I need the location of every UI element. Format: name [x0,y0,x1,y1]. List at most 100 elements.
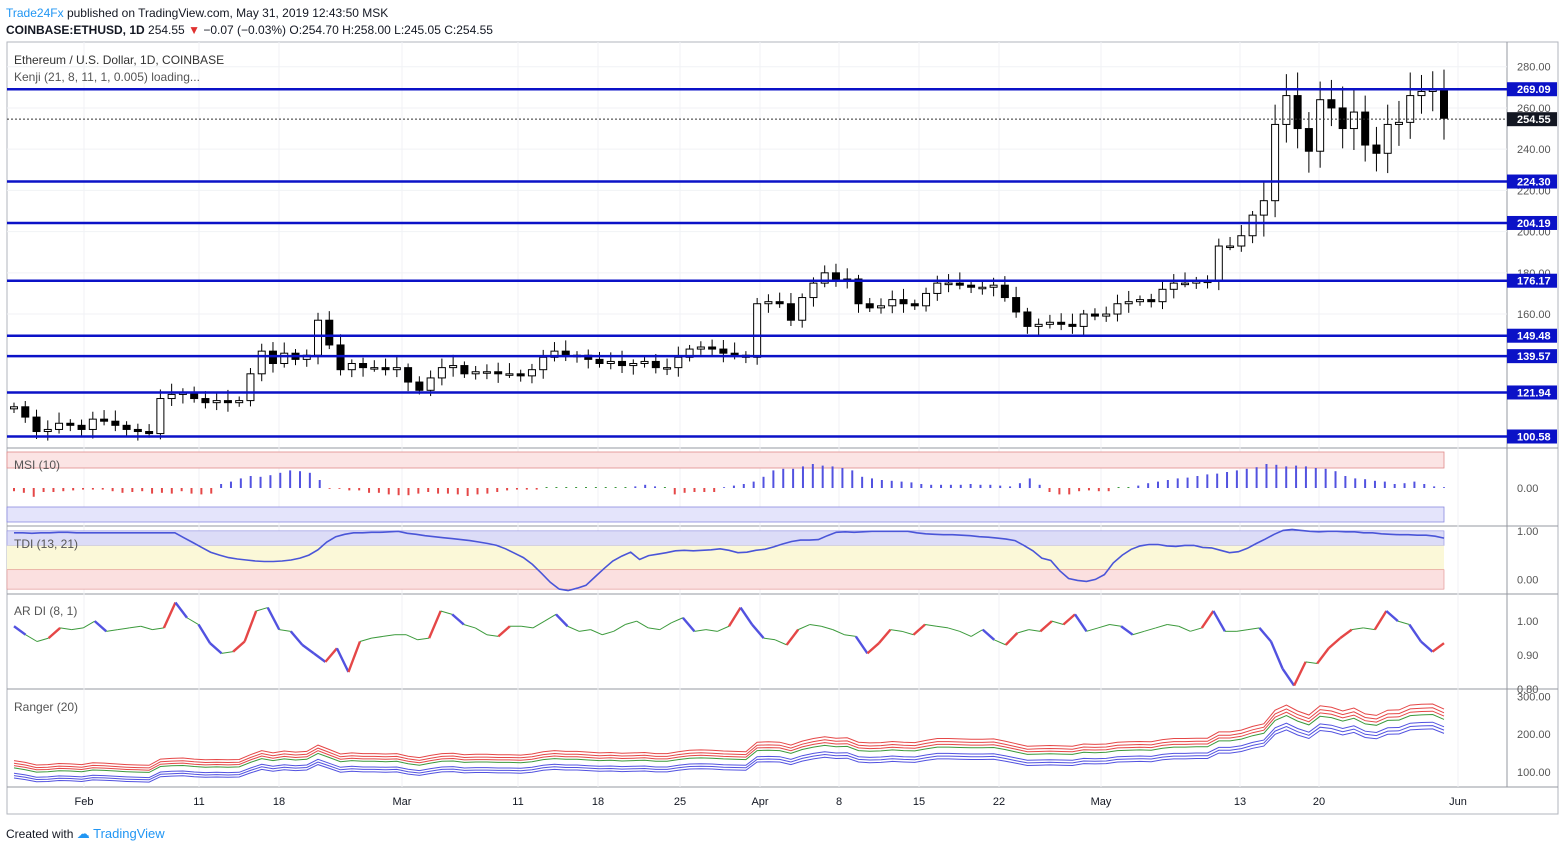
candle [539,349,548,379]
candle-body-up [426,377,435,391]
candle [212,391,221,411]
ardi-segment [475,627,488,636]
ardi-segment [717,625,730,632]
ardi-segment [579,629,591,632]
close-value: C:254.55 [444,23,493,37]
candle-body-down [1090,313,1099,317]
ardi-segment [1200,610,1215,629]
candle-body-up [505,373,514,376]
ardi-segment [1086,627,1099,632]
candle-body-up [933,282,942,294]
ardi-segment [1247,627,1260,631]
candle [1090,308,1099,321]
level-price-label: 139.57 [1517,351,1551,363]
ardi-segment [1190,627,1202,632]
candle-body-up [1226,245,1235,249]
candle-body-down [708,346,717,350]
candle [1338,86,1347,149]
ardi-segment [1363,627,1375,631]
x-tick-label: Jun [1449,796,1467,808]
author-link[interactable]: Trade24Fx [6,6,64,20]
candle [370,360,379,372]
footer: Created with ☁ TradingView [6,826,165,842]
candle [1079,309,1088,336]
ardi-segment [727,606,742,627]
candle [719,340,728,363]
ardi-segment [382,634,395,637]
tradingview-brand[interactable]: TradingView [93,826,165,841]
ardi-segment [93,620,108,633]
candle-body-down [415,381,424,391]
ardi-segment [854,635,869,655]
ardi-segment [1212,610,1226,632]
candle [775,292,784,308]
ardi-segment [174,601,188,619]
candle [347,359,356,378]
candle-body-up [1169,282,1178,290]
publish-line: Trade24Fx published on TradingView.com, … [6,6,388,20]
price-tick-label: 280.00 [1517,62,1551,74]
ranger-band-line [13,707,1445,769]
ardi-segment [359,637,372,642]
ardi-segment [1051,620,1064,626]
candle-body-up [235,400,244,404]
tradingview-logo[interactable]: ☁ TradingView [76,826,165,841]
candle-body-up [663,367,672,370]
ardi-segment [1073,613,1088,632]
candle [899,288,908,313]
x-tick-label: Mar [393,796,412,808]
ranger-band-line [13,721,1445,779]
ardi-segment [106,629,118,632]
candle-body-up [1417,90,1426,97]
candle-body-up [989,284,998,288]
last-price: 254.55 [148,23,185,37]
chart-title: Ethereum / U.S. Dollar, 1D, COINBASE [14,53,224,67]
ardi-segment [844,634,856,637]
level-price-label: 269.09 [1517,84,1551,96]
candle-body-up [1034,323,1043,327]
ardi-title: AR DI (8, 1) [14,604,77,618]
ardi-segment [47,627,61,640]
ardi-segment [1258,627,1272,643]
candle [1394,100,1403,146]
tdi-tick-label: 0.00 [1517,574,1538,586]
ardi-segment [832,629,845,636]
candle-body-up [798,297,807,321]
candle [640,355,649,368]
candle [471,365,480,380]
candle [190,386,199,403]
candle [1316,81,1325,168]
ardi-segment [866,642,880,655]
ardi-tick-label: 0.90 [1517,650,1538,662]
ardi-segment [1132,630,1145,636]
msi-title: MSI (10) [14,458,60,472]
candle [753,297,762,365]
level-price-box [1507,328,1557,343]
candle-body-up [167,393,176,400]
change-arrow: ▼ [188,23,200,37]
candle [460,361,469,378]
candle [1057,313,1066,331]
ardi-segment [890,629,903,632]
x-tick-label: 8 [836,796,842,808]
candle [877,298,886,314]
candle-body-up [922,292,931,307]
ardi-segment [1109,624,1122,627]
candle-body-up [1259,200,1268,216]
ardi-segment [1004,632,1019,646]
candle [888,290,897,314]
candle [910,299,919,310]
candle [820,265,829,288]
candle-body-up [1102,313,1111,317]
candle-body-down [77,424,86,430]
price-tick-label: 160.00 [1517,309,1551,321]
ardi-segment [567,625,580,632]
candle [798,293,807,328]
candle [1192,276,1201,289]
candle-body-down [111,420,120,426]
ardi-segment [1167,624,1179,627]
x-tick-label: 18 [273,796,285,808]
ardi-segment [335,647,350,673]
candle [246,368,255,407]
